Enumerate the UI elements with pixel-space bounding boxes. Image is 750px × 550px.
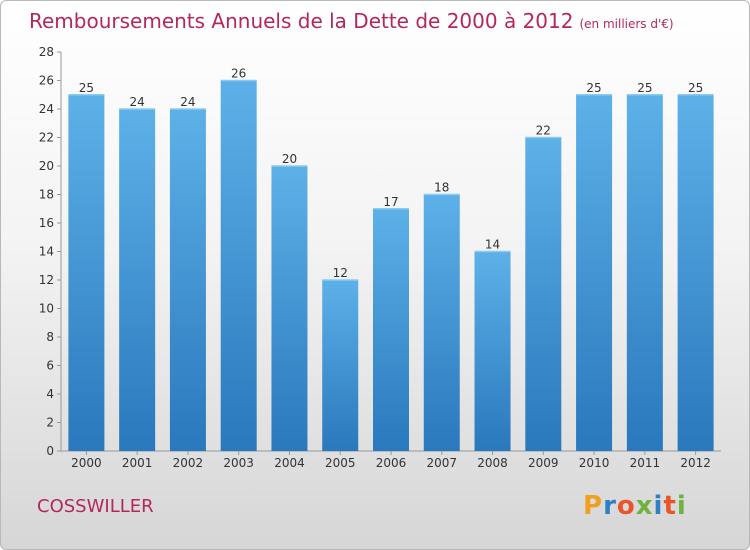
- y-tick-label: 24: [39, 102, 54, 116]
- logo-letter: i: [676, 491, 687, 521]
- y-tick-label: 26: [39, 74, 54, 88]
- bar: [119, 109, 156, 451]
- chart-title: Remboursements Annuels de la Dette de 20…: [29, 9, 674, 33]
- y-tick-label: 14: [39, 245, 54, 259]
- data-label: 25: [586, 81, 601, 95]
- bar: [626, 94, 663, 451]
- bar: [474, 251, 511, 451]
- bar: [169, 109, 206, 451]
- bar: [271, 166, 308, 451]
- bar: [322, 280, 359, 451]
- data-label: 25: [688, 81, 703, 95]
- x-tick-label: 2006: [376, 456, 407, 470]
- title-unit: (en milliers d'€): [579, 17, 674, 31]
- y-tick-label: 16: [39, 216, 54, 230]
- bar: [423, 194, 460, 451]
- bar: [576, 94, 613, 451]
- commune-name: COSSWILLER: [37, 496, 154, 517]
- x-tick-label: 2003: [223, 456, 254, 470]
- proxiti-logo[interactable]: Proxiti: [583, 491, 687, 521]
- x-tick-label: 2004: [274, 456, 305, 470]
- y-tick-label: 8: [46, 330, 54, 344]
- x-tick-label: 2010: [579, 456, 610, 470]
- x-tick-label: 2011: [630, 456, 661, 470]
- data-label: 12: [333, 266, 348, 280]
- y-tick-label: 28: [39, 45, 54, 59]
- x-tick-label: 2009: [528, 456, 559, 470]
- data-label: 26: [231, 67, 246, 81]
- y-tick-label: 10: [39, 302, 54, 316]
- logo-letter: o: [616, 491, 636, 521]
- data-label: 14: [485, 238, 500, 252]
- x-tick-label: 2012: [680, 456, 711, 470]
- y-tick-label: 2: [46, 416, 54, 430]
- x-tick-label: 2002: [173, 456, 204, 470]
- x-tick-label: 2005: [325, 456, 356, 470]
- x-tick-label: 2008: [477, 456, 508, 470]
- data-label: 25: [637, 81, 652, 95]
- data-label: 24: [180, 95, 195, 109]
- data-label: 18: [434, 181, 449, 195]
- logo-letter: r: [603, 491, 617, 521]
- data-label: 25: [79, 81, 94, 95]
- title-text: Remboursements Annuels de la Dette de 20…: [29, 9, 574, 33]
- y-tick-label: 18: [39, 188, 54, 202]
- logo-letter: i: [653, 491, 664, 521]
- y-tick-label: 22: [39, 131, 54, 145]
- logo-letter: x: [635, 491, 654, 521]
- x-tick-label: 2007: [426, 456, 457, 470]
- bar: [525, 137, 562, 451]
- data-label: 20: [282, 152, 297, 166]
- x-tick-label: 2000: [71, 456, 102, 470]
- data-label: 24: [130, 95, 145, 109]
- bar: [68, 94, 105, 451]
- logo-letter: P: [583, 491, 604, 521]
- logo-letter: t: [663, 491, 677, 521]
- y-tick-label: 0: [46, 444, 54, 458]
- data-label: 17: [383, 195, 398, 209]
- data-label: 22: [536, 124, 551, 138]
- bar: [677, 94, 714, 451]
- bar: [373, 208, 409, 451]
- y-tick-label: 4: [46, 387, 54, 401]
- y-tick-label: 6: [46, 359, 54, 373]
- x-tick-label: 2001: [122, 456, 153, 470]
- y-tick-label: 20: [39, 159, 54, 173]
- y-tick-label: 12: [39, 273, 54, 287]
- bar: [220, 80, 257, 451]
